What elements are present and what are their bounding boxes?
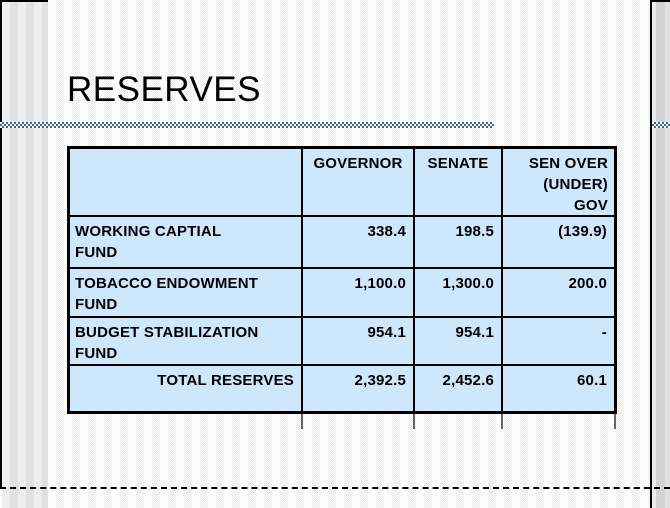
value-sen-over-under: 200.0 [503,269,614,318]
table-column-stub [614,414,616,429]
value-sen-over-under: (139.9) [503,217,614,269]
slide-top-edge-right [650,0,670,2]
table-column-stub [301,414,303,429]
value-senate: 1,300.0 [415,269,503,318]
row-label-working-capital-fund: WORKING CAPTIAL FUND [70,217,303,269]
table-column-stub [413,414,415,429]
slide-top-edge-left [0,0,48,2]
value-senate: 198.5 [415,217,503,269]
value-senate-total: 2,452.6 [415,366,503,411]
accent-band-right-segment [652,122,670,128]
value-sen-over-under-total: 60.1 [577,372,607,389]
slide-left-border [0,0,2,489]
slide-right-border [650,0,652,508]
header-cell-governor: GOVERNOR [303,149,415,217]
left-stripe-band [2,0,48,508]
value-sen-over-under: - [503,318,614,366]
right-gray-strip [652,0,670,508]
value-senate: 954.1 [415,318,503,366]
row-label-tobacco-endowment-fund: TOBACCO ENDOWMENT FUND [70,269,303,318]
value-governor: 1,100.0 [303,269,415,318]
header-cell-senate: SENATE [415,149,503,217]
header-cell-sen-over-under-gov: SEN OVER (UNDER) GOV [503,149,614,217]
row-label-budget-stabilization-fund: BUDGET STABILIZATION FUND [70,318,303,366]
value-governor-total: 2,392.5 [303,366,415,411]
dashed-boundary-line [0,487,670,489]
slide-title: RESERVES [67,70,261,109]
value-governor: 338.4 [303,217,415,269]
accent-band [0,122,494,128]
table-column-stub [501,414,503,429]
header-cell-blank [70,149,303,217]
reserves-table: GOVERNOR SENATE SEN OVER (UNDER) GOV WOR… [67,146,617,414]
row-label-total-reserves: TOTAL RESERVES [70,366,303,411]
value-governor: 954.1 [303,318,415,366]
